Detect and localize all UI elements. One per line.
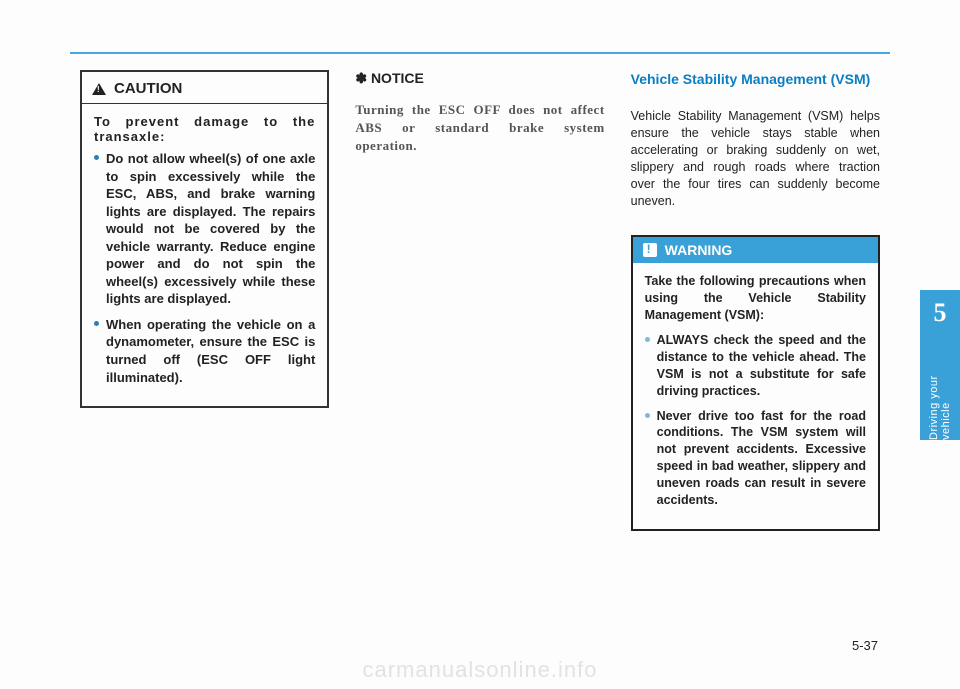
caution-header: CAUTION [82, 72, 327, 104]
top-rule [70, 52, 890, 54]
section-heading-vsm: Vehicle Stability Management (VSM) [631, 70, 880, 88]
warning-intro: Take the following precautions when usin… [645, 273, 866, 324]
notice-body: Turning the ESC OFF does not affect ABS … [355, 101, 604, 156]
warning-bullet: Never drive too fast for the road condit… [645, 408, 866, 509]
bullet-icon [645, 413, 650, 418]
caution-box: CAUTION To prevent damage to the transax… [80, 70, 329, 408]
caution-bullets: Do not allow wheel(s) of one axle to spi… [94, 150, 315, 386]
bullet-text: Never drive too fast for the road condit… [657, 409, 866, 507]
warning-bullets: ALWAYS check the speed and the distance … [645, 332, 866, 509]
caution-intro: To prevent damage to the transaxle: [94, 114, 315, 144]
page-content: CAUTION To prevent damage to the transax… [80, 70, 880, 630]
page-number: 5-37 [852, 638, 878, 653]
bullet-icon [645, 337, 650, 342]
bullet-text: When operating the vehicle on a dynamome… [106, 317, 315, 385]
watermark: carmanualsonline.info [0, 657, 960, 683]
caution-triangle-icon [92, 83, 106, 95]
bullet-text: ALWAYS check the speed and the distance … [657, 333, 866, 398]
bullet-icon [94, 321, 99, 326]
bullet-icon [94, 155, 99, 160]
caution-bullet: Do not allow wheel(s) of one axle to spi… [94, 150, 315, 308]
notice-title: ✽ NOTICE [355, 70, 604, 87]
caution-title: CAUTION [114, 80, 182, 97]
column-3: Vehicle Stability Management (VSM) Vehic… [631, 70, 880, 630]
bullet-text: Do not allow wheel(s) of one axle to spi… [106, 151, 315, 306]
chapter-label: Driving your vehicle [928, 338, 952, 440]
warning-body: Take the following precautions when usin… [633, 263, 878, 528]
warning-exclamation-icon [643, 243, 657, 257]
vsm-body: Vehicle Stability Management (VSM) helps… [631, 108, 880, 209]
column-2: ✽ NOTICE Turning the ESC OFF does not af… [355, 70, 604, 630]
column-1: CAUTION To prevent damage to the transax… [80, 70, 329, 630]
warning-title: WARNING [665, 242, 733, 258]
warning-header: WARNING [633, 237, 878, 263]
caution-bullet: When operating the vehicle on a dynamome… [94, 316, 315, 386]
chapter-side-tab: 5 Driving your vehicle [920, 290, 960, 440]
chapter-number: 5 [934, 298, 947, 328]
caution-body: To prevent damage to the transaxle: Do n… [82, 104, 327, 406]
warning-bullet: ALWAYS check the speed and the distance … [645, 332, 866, 400]
warning-box: WARNING Take the following precautions w… [631, 235, 880, 530]
